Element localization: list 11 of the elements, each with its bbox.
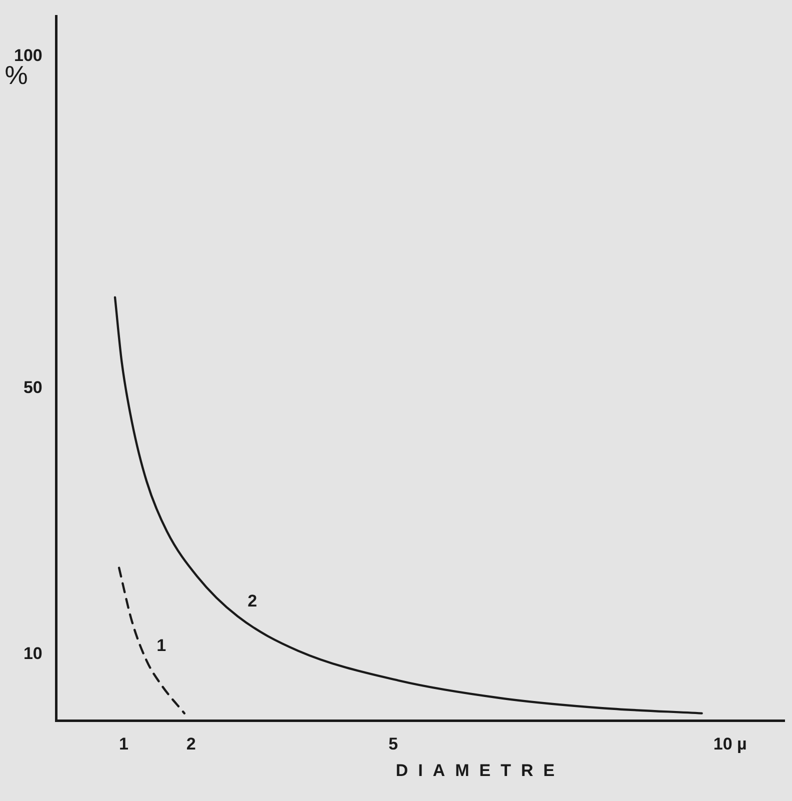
series-label: 2 [248,591,258,610]
x-axis-title: DIAMETRE [396,760,565,780]
x-tick-label: 10 µ [713,734,747,754]
y-tick-label: 50 [23,378,42,398]
line-series [114,296,703,714]
y-tick-label: 10 [23,644,42,663]
x-tick-label: 2 [186,734,196,754]
series-label: 1 [156,636,166,655]
x-tick-label: 1 [119,734,128,754]
line-series [118,566,186,714]
x-tick-label: 5 [388,734,398,754]
